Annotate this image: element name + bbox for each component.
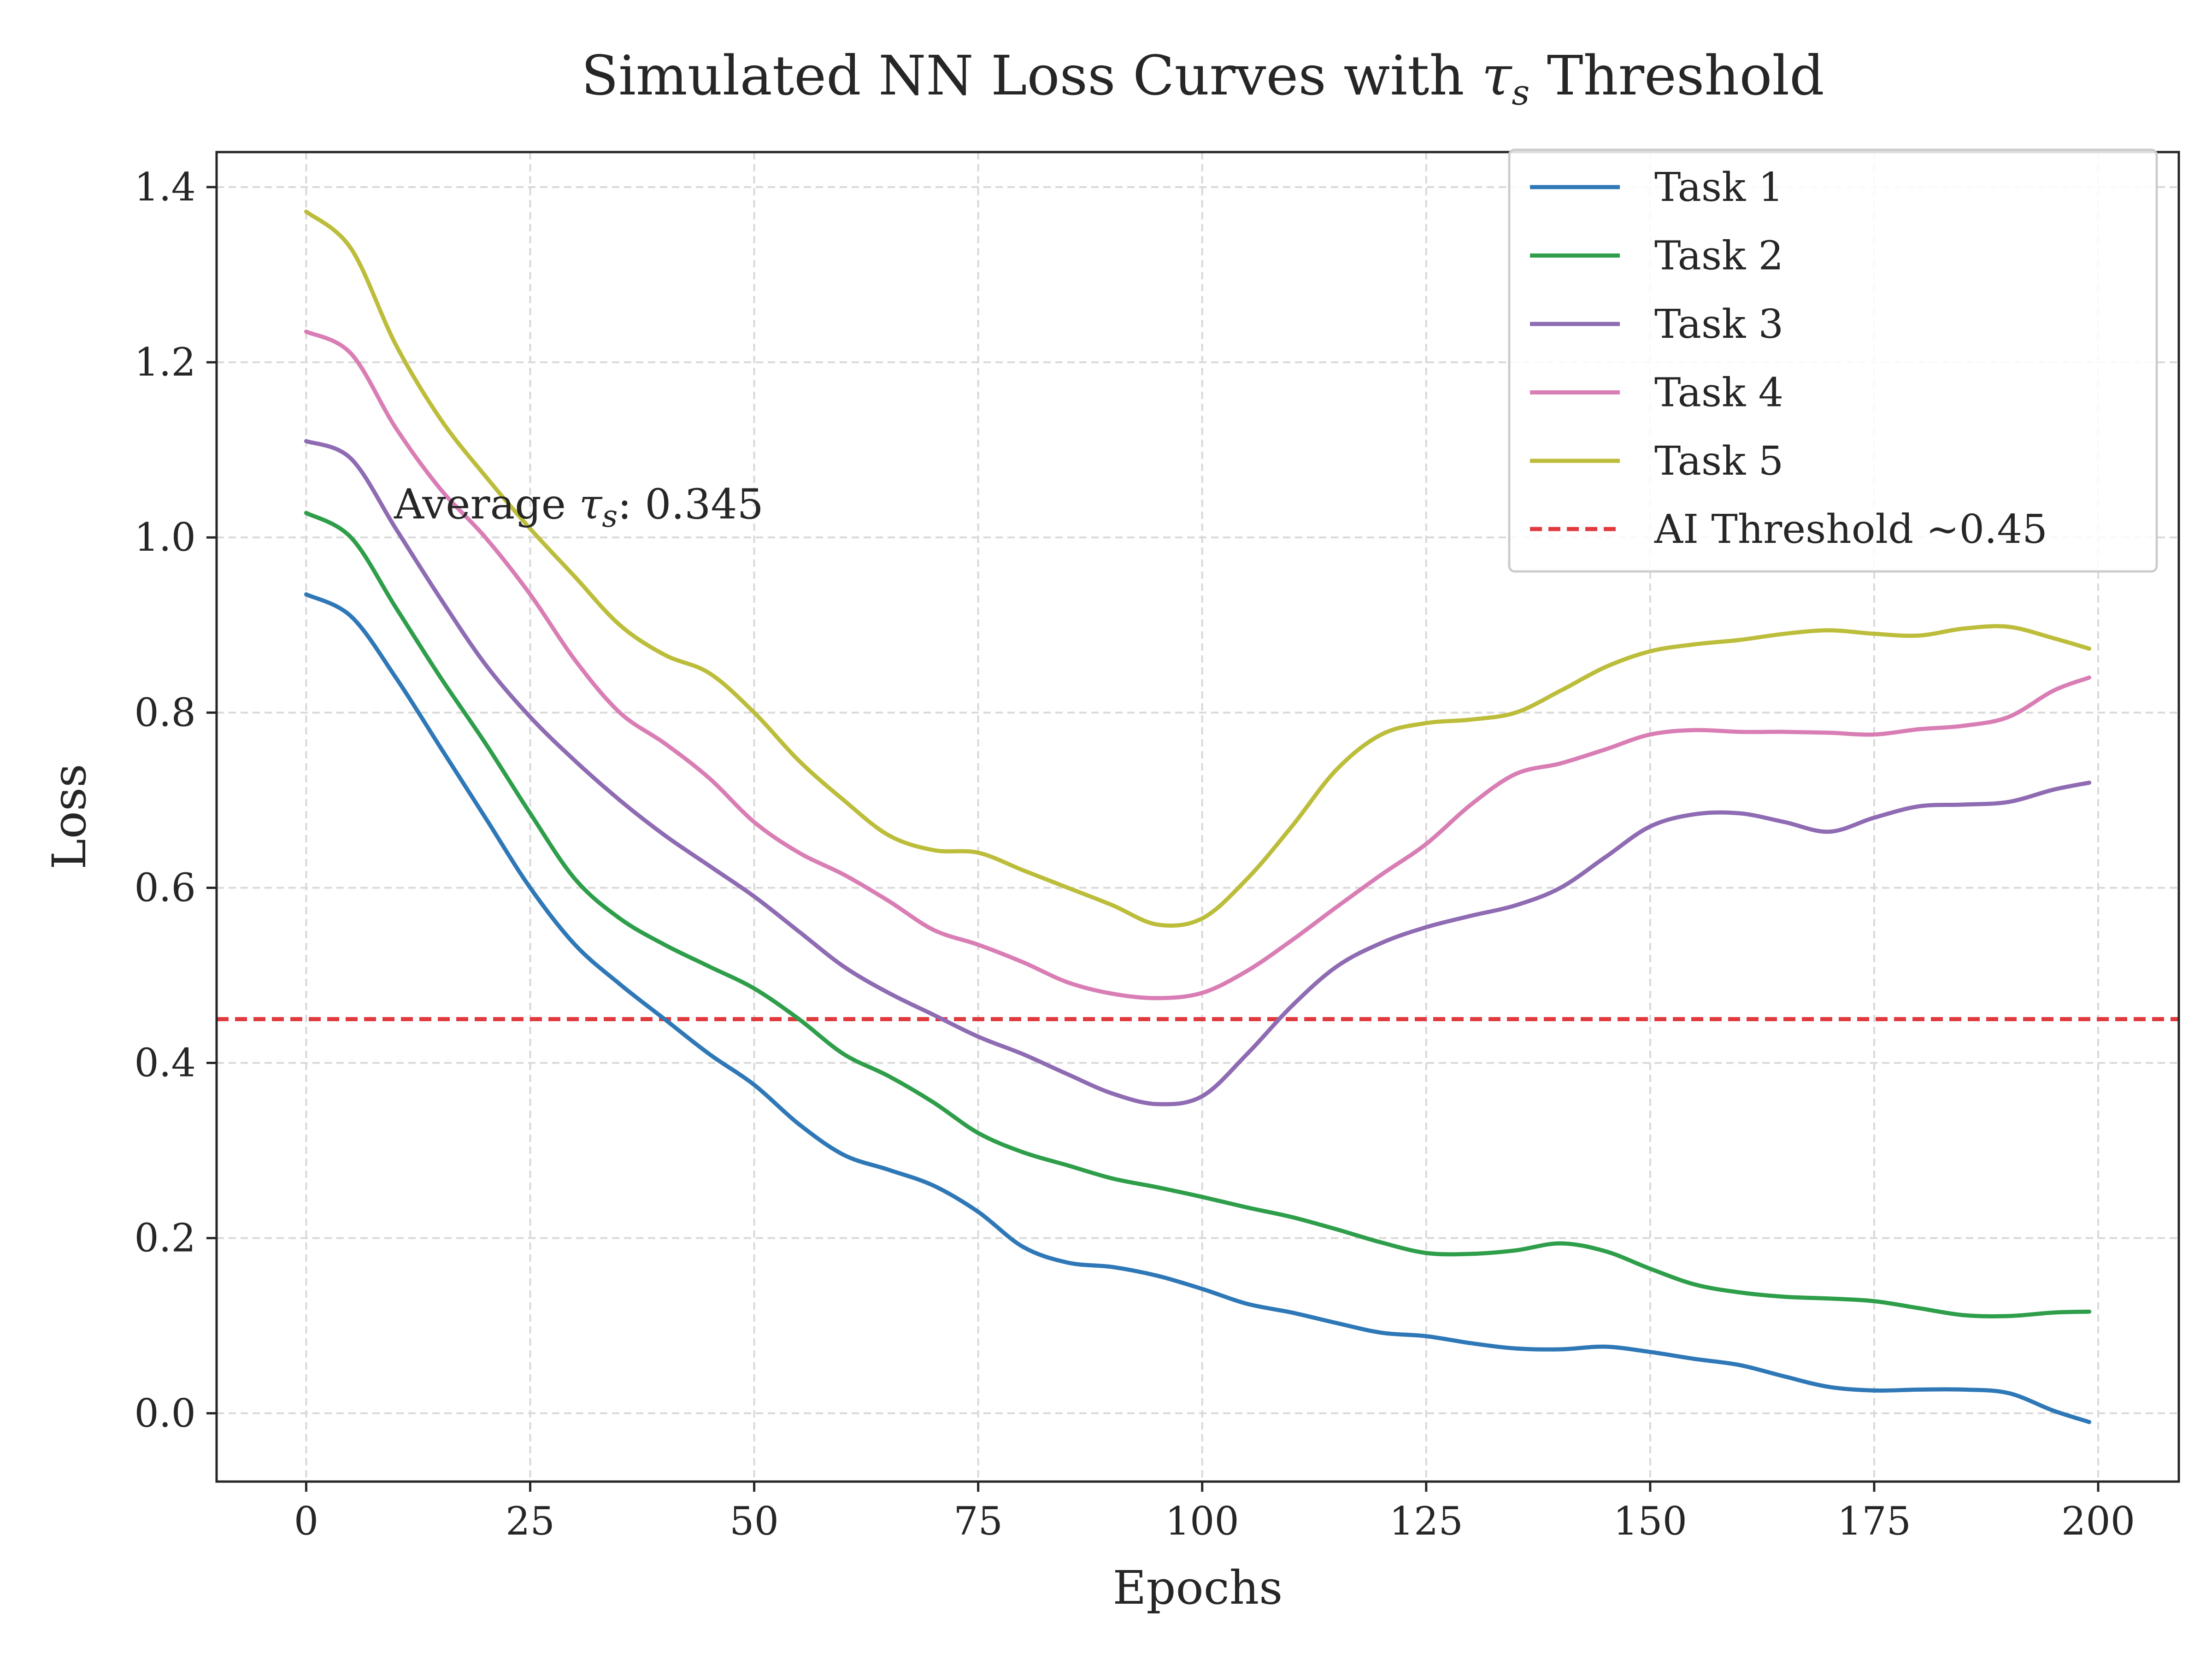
x-tick-label: 200	[2061, 1499, 2135, 1544]
average-tau-annotation: Average τs: 0.345	[394, 480, 764, 534]
y-tick-label: 0.2	[134, 1216, 196, 1261]
x-tick-label: 125	[1389, 1499, 1463, 1544]
y-tick-label: 0.4	[134, 1041, 196, 1086]
y-tick-label: 0.8	[134, 690, 196, 735]
x-tick-label: 25	[506, 1499, 555, 1544]
y-tick-label: 0.0	[134, 1391, 196, 1436]
x-tick-label: 100	[1165, 1499, 1239, 1544]
y-tick-label: 1.0	[134, 515, 196, 560]
series-line-task-1	[304, 592, 2092, 1424]
x-tick-label: 175	[1837, 1499, 1911, 1544]
legend: Task 1 Task 2 Task 3 Task 4 Task 5 AI Thresh…	[1508, 148, 2158, 573]
x-tick-label: 0	[294, 1499, 318, 1544]
y-tick-label: 1.2	[134, 340, 196, 385]
legend-label-task-2: Task 2	[1654, 233, 1783, 279]
series-line-task-4	[304, 329, 2092, 1000]
chart-title: Simulated NN Loss Curves with τs Thresho…	[581, 44, 1824, 113]
series-line-task-2	[304, 511, 2092, 1318]
x-axis-label: Epochs	[1113, 1561, 1283, 1615]
series-line-task-5	[304, 209, 2092, 928]
x-tick-label: 150	[1613, 1499, 1687, 1544]
ticks: 0 25 50 75 100 125 150 175 200 0.0 0.2 0.4 0.6 0.8 1.0…	[134, 165, 2135, 1544]
series-layer	[304, 209, 2092, 1424]
y-axis-label: Loss	[42, 764, 96, 869]
x-tick-label: 50	[729, 1499, 779, 1544]
legend-label-task-3: Task 3	[1654, 301, 1783, 347]
legend-threshold-label: AI Threshold ~0.45	[1654, 506, 2047, 553]
y-tick-label: 0.6	[134, 865, 196, 910]
x-tick-label: 75	[953, 1499, 1003, 1544]
plot-frame	[215, 151, 2180, 1483]
series-line-task-3	[304, 439, 2092, 1106]
legend-label-task-4: Task 4	[1654, 370, 1783, 416]
legend-entries: Task 1 Task 2 Task 3 Task 4 Task 5	[1530, 165, 1783, 484]
y-tick-label: 1.4	[134, 165, 196, 210]
legend-box	[1508, 148, 2158, 573]
legend-label-task-1: Task 1	[1654, 165, 1783, 211]
legend-label-task-5: Task 5	[1654, 438, 1783, 484]
